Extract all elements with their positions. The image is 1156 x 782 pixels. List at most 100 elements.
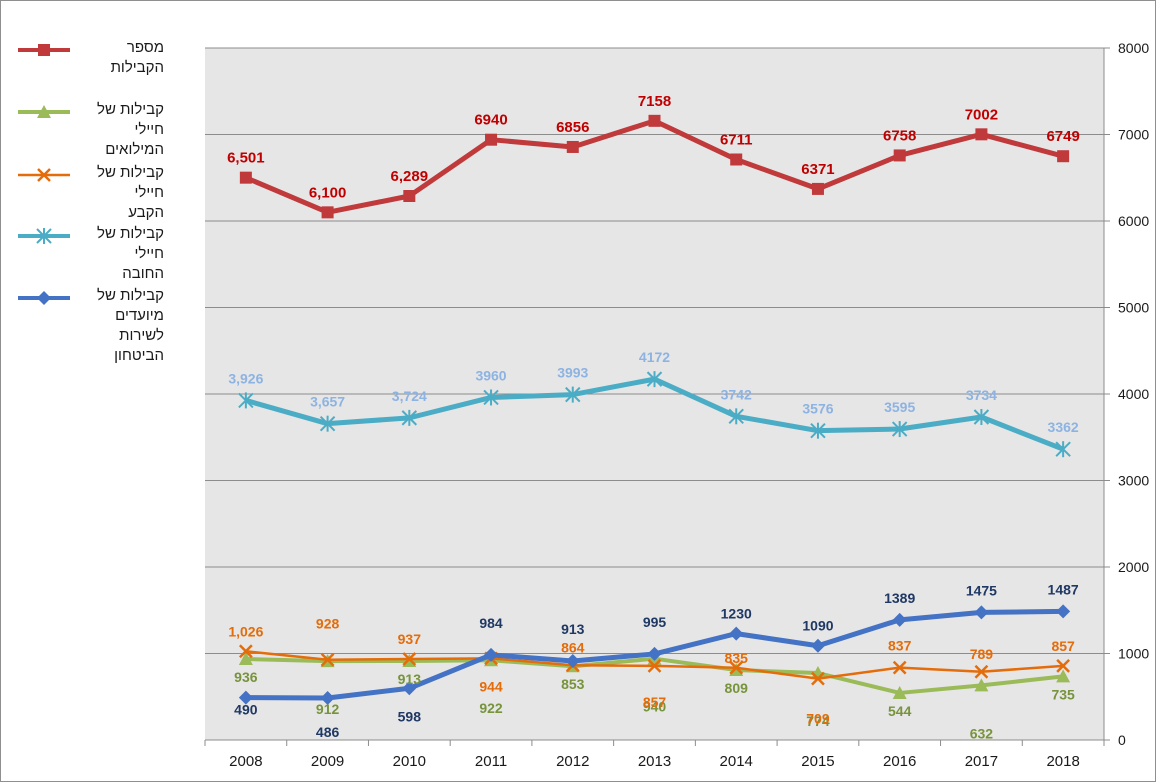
series-3-point-stroke [811, 671, 825, 686]
legend-label-candidates-3: הביטחון [114, 347, 164, 364]
series-4-point [1056, 604, 1071, 619]
data-label: 1487 [1048, 581, 1079, 597]
data-label: 809 [725, 680, 749, 696]
series-3-point [892, 660, 907, 675]
x-tick-label: 2016 [883, 753, 916, 770]
data-label: 837 [888, 638, 912, 654]
series-0-point [811, 182, 824, 195]
legend-marker-total [18, 44, 70, 56]
series-1-point [238, 392, 254, 409]
data-label: 984 [479, 615, 503, 631]
legend-label-total: מספר הקבילות [110, 39, 164, 76]
series-0-point [648, 114, 661, 127]
legend-symbol [37, 291, 51, 305]
x-tick-label: 2009 [311, 753, 344, 770]
series-3-point [811, 671, 825, 686]
series-0-point [893, 149, 906, 162]
y-tick-label: 3000 [1118, 473, 1149, 489]
x-tick-label: 2011 [475, 753, 507, 770]
series-1-point [973, 409, 990, 426]
x-tick-label: 2013 [638, 753, 671, 770]
series-0-point [566, 140, 579, 153]
y-tick-label: 5000 [1118, 300, 1149, 316]
y-tick-label: 8000 [1118, 40, 1149, 56]
series-4-point [974, 605, 989, 620]
data-label: 544 [888, 703, 912, 719]
data-label: 7002 [965, 106, 998, 123]
y-tick-label: 6000 [1118, 213, 1149, 229]
y-tick-label: 2000 [1118, 559, 1149, 575]
series-4-point [565, 654, 580, 669]
data-label: 928 [316, 616, 340, 632]
series-3-point [1056, 658, 1071, 673]
y-tick-label: 7000 [1118, 127, 1149, 143]
data-label: 1090 [802, 618, 833, 634]
legend-label-career-2: הקבע [128, 204, 164, 221]
series-1-point [810, 422, 826, 439]
series-0-point [485, 133, 498, 146]
data-label: 1475 [966, 582, 997, 598]
series-4-point [402, 681, 417, 696]
data-label: 857 [643, 694, 667, 710]
x-tick-label: 2018 [1046, 753, 1079, 770]
legend-marker-mandatory [18, 228, 70, 244]
series-3-point-stroke [238, 644, 253, 659]
data-label: 6,100 [309, 184, 347, 201]
gridlines [205, 47, 1104, 654]
series-3-point-stroke [647, 658, 662, 673]
legend-symbol [37, 105, 51, 118]
series-1-point [891, 421, 908, 438]
series-2-point [974, 678, 989, 692]
data-label: 3362 [1048, 419, 1079, 435]
legend-label-career-1: קבילות של חיילי [97, 164, 164, 201]
series-3-point-stroke [892, 660, 907, 675]
data-label: 6,501 [227, 150, 265, 167]
legend-label-candidates-2: מיועדים לשירות [115, 307, 164, 344]
series-3-point [320, 652, 335, 667]
legend-symbol [37, 168, 51, 182]
data-label: 3993 [557, 365, 588, 381]
data-label: 7158 [638, 93, 671, 110]
data-label: 1230 [721, 606, 752, 622]
data-label: 940 [643, 699, 667, 715]
data-label: 937 [398, 631, 422, 647]
series-3-point-stroke [974, 664, 989, 679]
data-label: 853 [561, 676, 585, 692]
data-label: 3,926 [228, 370, 263, 386]
series-4-point [729, 626, 744, 641]
data-label: 3595 [884, 399, 915, 415]
data-label: 913 [398, 671, 422, 687]
data-label: 922 [479, 700, 503, 716]
x-axis: 2008 2009 2010 2011 2012 2013 2014 2015 2016 2017… [204, 739, 1105, 770]
series-0-point [1057, 150, 1070, 163]
legend-symbol [36, 228, 52, 244]
series-0-point [403, 190, 416, 203]
y-tick-label: 1000 [1118, 646, 1149, 662]
data-label: 774 [806, 713, 830, 729]
series-1-point [646, 371, 663, 388]
x-tick-label: 2014 [720, 753, 753, 770]
data-label: 6711 [720, 131, 753, 148]
data-label: 6856 [556, 119, 589, 136]
series-2-point [1056, 669, 1071, 683]
data-label: 4172 [639, 349, 670, 365]
data-label: 3576 [802, 401, 833, 417]
data-label: 598 [398, 708, 422, 724]
data-label: 913 [561, 621, 585, 637]
data-label: 835 [725, 650, 749, 666]
series-4-point [647, 646, 662, 661]
series-1-point [565, 386, 581, 403]
y-axis: 0 1000 2000 3000 4000 5000 6000 7000 8000 [1103, 40, 1149, 748]
legend-marker-candidates [18, 291, 70, 305]
series-layer [238, 114, 1071, 705]
series-4-point [484, 647, 499, 662]
legend-label-mandatory-1: קבילות של חיילי [97, 225, 164, 262]
data-label: 857 [1051, 638, 1075, 654]
data-label: 944 [479, 678, 503, 694]
data-label: 6940 [474, 112, 507, 129]
x-tick-label: 2017 [965, 753, 998, 770]
x-tick-label: 2008 [229, 753, 262, 770]
series-0-point [321, 206, 334, 219]
legend-label-candidates-1: קבילות של [97, 287, 164, 304]
